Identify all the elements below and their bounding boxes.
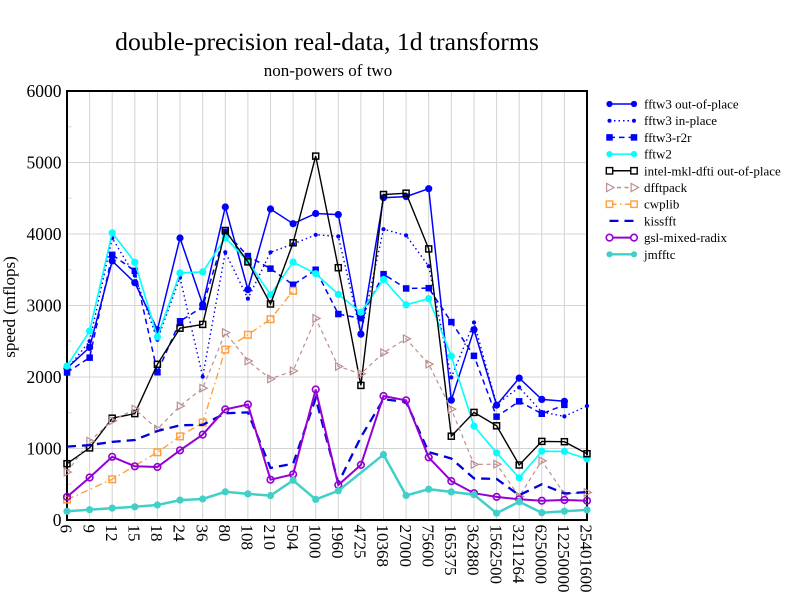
svg-text:4725: 4725	[351, 525, 370, 559]
svg-text:6250000: 6250000	[532, 525, 551, 585]
svg-text:6: 6	[57, 525, 76, 534]
svg-text:504: 504	[283, 525, 302, 551]
svg-text:9: 9	[79, 525, 98, 534]
svg-text:10368: 10368	[373, 525, 392, 568]
svg-text:fftw3-r2r: fftw3-r2r	[644, 130, 692, 145]
svg-text:intel-mkl-dfti out-of-place: intel-mkl-dfti out-of-place	[644, 163, 781, 178]
svg-text:362880: 362880	[464, 525, 483, 576]
svg-text:36: 36	[192, 525, 211, 542]
svg-text:2000: 2000	[27, 367, 62, 387]
svg-text:4000: 4000	[27, 224, 62, 244]
svg-text:0: 0	[53, 510, 62, 530]
svg-text:210: 210	[260, 525, 279, 551]
svg-text:non-powers of two: non-powers of two	[264, 61, 392, 80]
svg-text:kissfft: kissfft	[644, 213, 677, 228]
svg-text:5000: 5000	[27, 152, 62, 172]
svg-text:jmfftc: jmfftc	[643, 247, 676, 262]
svg-text:cwplib: cwplib	[644, 197, 679, 212]
svg-text:12: 12	[102, 525, 121, 542]
svg-text:1000: 1000	[305, 525, 324, 559]
svg-text:1000: 1000	[27, 438, 62, 458]
svg-text:165375: 165375	[441, 525, 460, 576]
svg-text:24: 24	[170, 525, 189, 543]
svg-text:15: 15	[125, 525, 144, 542]
svg-text:fftw2: fftw2	[644, 147, 672, 162]
svg-text:3000: 3000	[27, 295, 62, 315]
svg-text:3211264: 3211264	[509, 525, 528, 584]
svg-text:1960: 1960	[328, 525, 347, 559]
svg-text:27000: 27000	[396, 525, 415, 568]
svg-text:75600: 75600	[418, 525, 437, 568]
svg-text:1562500: 1562500	[486, 525, 505, 585]
svg-text:fftw3 in-place: fftw3 in-place	[644, 113, 717, 128]
svg-text:25401600: 25401600	[577, 525, 596, 593]
svg-text:gsl-mixed-radix: gsl-mixed-radix	[644, 230, 728, 245]
svg-text:speed (mflops): speed (mflops)	[0, 256, 19, 358]
svg-text:dfftpack: dfftpack	[644, 180, 688, 195]
svg-text:12250000: 12250000	[554, 525, 573, 593]
svg-text:108: 108	[238, 525, 257, 551]
svg-text:80: 80	[215, 525, 234, 542]
svg-text:6000: 6000	[27, 81, 62, 101]
svg-text:double-precision real-data, 1d: double-precision real-data, 1d transform…	[115, 27, 539, 56]
svg-text:18: 18	[147, 525, 166, 542]
svg-text:fftw3 out-of-place: fftw3 out-of-place	[644, 97, 739, 112]
